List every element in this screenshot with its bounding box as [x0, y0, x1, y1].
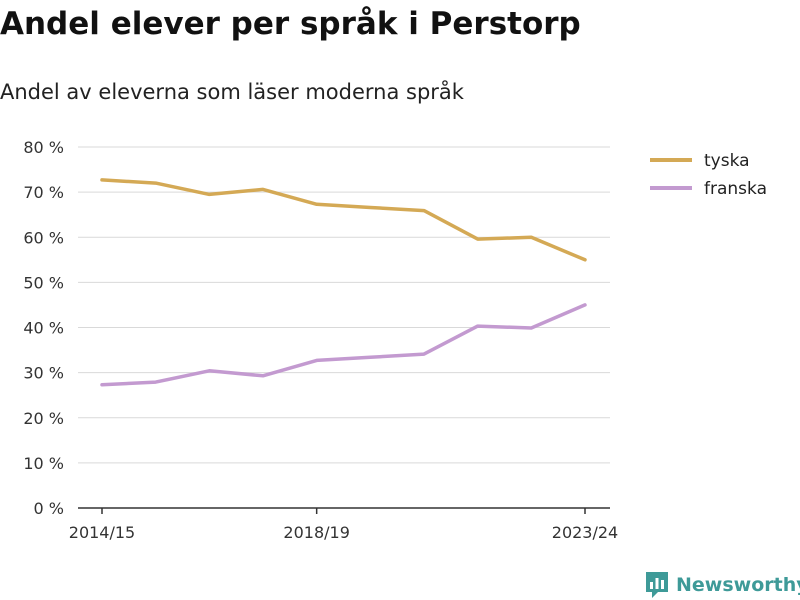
- legend-label-tyska: tyska: [704, 151, 750, 171]
- series-line-franska: [100, 303, 587, 387]
- newsworthy-logo-icon: [646, 572, 668, 598]
- legend-label-franska: franska: [704, 179, 767, 199]
- y-tick-label: 80 %: [23, 138, 64, 157]
- y-axis: 0 % 10 % 20 % 30 % 40 % 50 % 60 % 70 % 80 %: [23, 138, 64, 518]
- y-tick-label: 50 %: [23, 273, 64, 292]
- brand-name: Newsworthy: [676, 574, 800, 596]
- x-tick-label: 2023/24: [552, 523, 618, 542]
- chart-subtitle: Andel av eleverna som läser moderna språ…: [0, 80, 464, 104]
- series-lines: [100, 178, 587, 387]
- chart-title: Andel elever per språk i Perstorp: [0, 6, 581, 42]
- y-tick-label: 60 %: [23, 228, 64, 247]
- brand-logo[interactable]: Newsworthy: [644, 570, 800, 600]
- y-tick-label: 10 %: [23, 454, 64, 473]
- legend: tyska franska: [650, 151, 767, 199]
- y-tick-label: 40 %: [23, 319, 64, 338]
- x-tick-label: 2018/19: [283, 523, 349, 542]
- x-axis: 2014/15 2018/19 2023/24: [69, 507, 618, 542]
- x-tick-label: 2014/15: [69, 523, 135, 542]
- line-chart: 0 % 10 % 20 % 30 % 40 % 50 % 60 % 70 % 80 % 2014…: [23, 138, 767, 542]
- series-line-tyska: [100, 178, 587, 262]
- y-tick-label: 70 %: [23, 183, 64, 202]
- y-tick-label: 20 %: [23, 409, 64, 428]
- y-tick-label: 0 %: [34, 499, 64, 518]
- y-tick-label: 30 %: [23, 364, 64, 383]
- grid-lines: [78, 146, 610, 464]
